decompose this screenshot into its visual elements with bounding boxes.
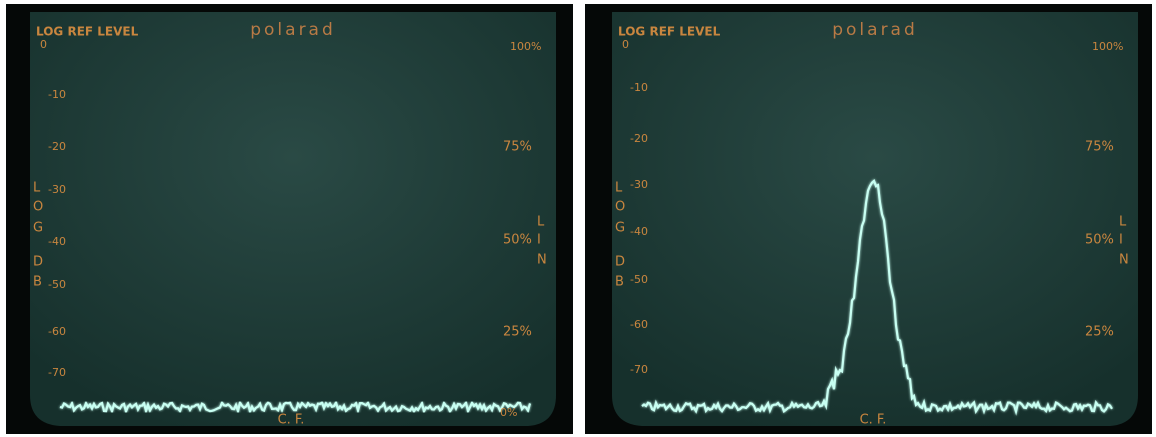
log-tick-label: -70 — [630, 363, 648, 376]
lin-axis-letter: I — [1119, 233, 1123, 248]
lin-axis-letter: N — [1119, 253, 1129, 268]
ref-zero: 0 — [40, 38, 47, 51]
lin-tick-label: 25% — [503, 325, 532, 340]
log-axis-letter: D — [615, 255, 625, 270]
log-tick-label: -30 — [630, 178, 648, 191]
log-tick-label: -60 — [48, 325, 66, 338]
lin-tick-label: 75% — [503, 140, 532, 155]
lin-bottom-label: 0% — [500, 406, 517, 419]
lin-tick-label: 25% — [1085, 325, 1114, 340]
log-ref-label: LOG REF LEVEL — [618, 25, 721, 39]
log-tick-label: -50 — [630, 273, 648, 286]
lin-tick-label: 50% — [1085, 233, 1114, 248]
log-tick-label: -70 — [48, 366, 66, 379]
lin-top-label: 100% — [510, 40, 541, 53]
log-axis-letter: G — [615, 221, 625, 236]
log-axis-letter: G — [33, 221, 43, 236]
log-tick-label: -20 — [48, 140, 66, 153]
log-axis-letter: D — [33, 255, 43, 270]
photo: LOG REF LEVEL0polarad100%-10-20-30-40-50… — [0, 0, 1156, 437]
lin-axis-letter: L — [1119, 215, 1127, 230]
center-frequency-label: C. F. — [860, 413, 887, 428]
screen-right — [612, 12, 1138, 426]
lin-top-label: 100% — [1092, 40, 1123, 53]
log-tick-label: -40 — [48, 235, 66, 248]
log-axis-letter: O — [33, 200, 43, 215]
brand: polarad — [250, 20, 336, 40]
log-axis-letter: O — [615, 200, 625, 215]
log-axis-letter: B — [33, 275, 42, 290]
log-tick-label: -40 — [630, 225, 648, 238]
log-tick-label: -20 — [630, 132, 648, 145]
lin-axis-letter: L — [537, 215, 545, 230]
log-tick-label: -10 — [48, 88, 66, 101]
log-axis-letter: L — [615, 181, 623, 196]
log-ref-label: LOG REF LEVEL — [36, 25, 139, 39]
lin-axis-letter: N — [537, 253, 547, 268]
log-axis-letter: L — [33, 181, 41, 196]
center-frequency-label: C. F. — [278, 413, 305, 428]
lin-axis-letter: I — [537, 233, 541, 248]
log-tick-label: -60 — [630, 318, 648, 331]
log-tick-label: -10 — [630, 81, 648, 94]
log-tick-label: -30 — [48, 183, 66, 196]
lin-tick-label: 50% — [503, 233, 532, 248]
log-tick-label: -50 — [48, 278, 66, 291]
ref-zero: 0 — [622, 38, 629, 51]
screen-left — [30, 12, 556, 426]
lin-tick-label: 75% — [1085, 140, 1114, 155]
brand: polarad — [832, 20, 918, 40]
log-axis-letter: B — [615, 275, 624, 290]
